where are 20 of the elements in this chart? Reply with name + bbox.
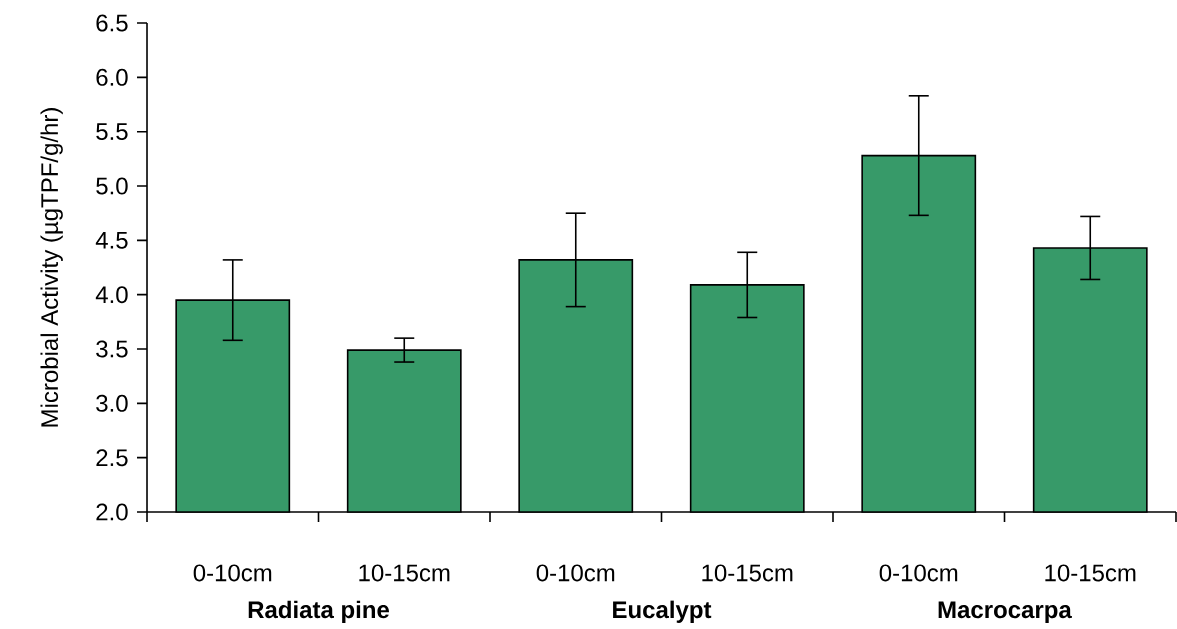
y-tick-label: 2.0 — [96, 503, 128, 521]
y-tick-label: 5.0 — [96, 177, 128, 195]
x-tick-label: 0-10cm — [536, 564, 615, 582]
y-axis-title: Microbial Activity (µgTPF/g/hr) — [40, 108, 63, 427]
y-tick-label: 6.0 — [96, 68, 128, 86]
text: Macrocarpa — [938, 601, 1072, 623]
y-tick-label: 6.5 — [96, 14, 128, 32]
x-tick-label: 10-15cm — [359, 564, 450, 582]
text: Eucalypt — [613, 600, 712, 623]
x-tick-label: 10-15cm — [1045, 564, 1136, 582]
y-tick-label: 3.5 — [96, 340, 128, 358]
x-tick-label: 10-15cm — [702, 564, 793, 582]
y-tick-label: 4.5 — [95, 231, 128, 249]
text: Radiata pine — [248, 600, 390, 623]
y-tick-label: 3.0 — [96, 394, 128, 412]
x-tick-label: 0-10cm — [193, 564, 272, 582]
y-tick-label: 5.5 — [96, 123, 128, 141]
y-tick-label: 4.0 — [95, 286, 128, 304]
y-tick-label: 2.5 — [96, 449, 128, 467]
x-tick-label: 0-10cm — [879, 564, 958, 582]
